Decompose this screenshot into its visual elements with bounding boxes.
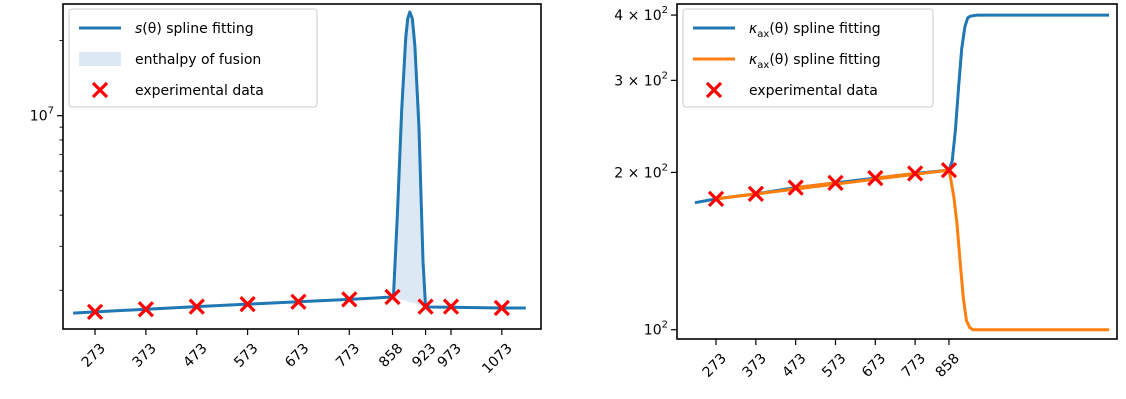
x-tick-label: 373 — [130, 341, 160, 371]
legend-label: enthalpy of fusion — [135, 52, 261, 68]
spline-segment-orange — [875, 172, 916, 180]
data-point-marker — [906, 165, 924, 182]
data-point-marker — [86, 303, 104, 320]
data-point-marker — [290, 293, 307, 310]
data-point-marker — [442, 298, 460, 315]
spline-segment-orange — [795, 181, 836, 190]
data-point-marker — [137, 301, 155, 318]
axes-frame — [676, 3, 1118, 340]
marker-stroke — [188, 298, 205, 315]
x-tick-label: 573 — [231, 341, 261, 371]
data-point-marker — [707, 190, 725, 207]
data-point-marker — [341, 291, 358, 308]
y-tick-label: 107 — [30, 106, 54, 125]
x-tick-label: 858 — [933, 351, 963, 381]
x-tick-label: 273 — [79, 341, 109, 371]
x-tick-label: 373 — [740, 351, 770, 381]
marker-stroke — [707, 190, 725, 207]
marker-stroke — [867, 170, 884, 187]
data-point-marker — [417, 298, 434, 315]
x-tick-label: 773 — [899, 351, 929, 381]
x-tick-label: 923 — [409, 341, 439, 371]
data-point-marker — [188, 298, 205, 315]
marker-stroke — [442, 298, 460, 315]
y-tick-label: 4 × 102 — [614, 5, 668, 24]
legend-label: experimental data — [135, 83, 264, 99]
marker-stroke — [787, 179, 804, 196]
marker-stroke — [940, 162, 958, 179]
marker-stroke — [906, 165, 924, 182]
spline-line-orange — [715, 168, 1110, 332]
data-point-marker — [239, 296, 256, 313]
legend-label: κax(θ) spline fitting — [749, 52, 881, 71]
legend: κax(θ) spline fitting κax(θ) spline fitti… — [682, 8, 934, 108]
right-plot: 4 × 102 3 × 102 2 × 102 102 273 373 473 573 673 7… — [614, 3, 1118, 381]
legend-label: experimental data — [749, 83, 878, 99]
y-tick-label: 3 × 102 — [614, 70, 668, 89]
x-tick-label: 473 — [180, 341, 210, 371]
x-tick-label: 473 — [779, 351, 809, 381]
marker-stroke — [384, 288, 401, 306]
x-tick-label: 1073 — [479, 341, 516, 378]
y-tick-label: 2 × 102 — [614, 162, 668, 181]
legend-marker-handle — [91, 81, 109, 99]
marker-stroke — [417, 298, 434, 315]
plot-area — [694, 13, 1110, 332]
data-point-marker — [940, 162, 958, 179]
legend: s(θ) spline fitting enthalpy of fusion exp… — [68, 8, 318, 108]
x-tick-label: 973 — [435, 341, 465, 371]
data-point-marker — [787, 179, 804, 196]
legend-fill-handle — [79, 52, 121, 66]
data-point-marker — [827, 174, 844, 191]
marker-stroke — [290, 293, 307, 310]
marker-stroke — [827, 174, 844, 191]
data-point-marker — [747, 185, 764, 202]
marker-stroke — [705, 81, 723, 99]
legend-box — [682, 8, 934, 108]
legend-label: s(θ) spline fitting — [135, 21, 254, 37]
x-tick-label: 673 — [859, 351, 889, 381]
data-point-marker — [384, 288, 401, 306]
legend-marker-handle — [705, 81, 723, 99]
x-tick-label: 573 — [819, 351, 849, 381]
marker-stroke — [137, 301, 155, 318]
x-tick-label: 673 — [282, 341, 312, 371]
marker-stroke — [91, 81, 109, 99]
marker-stroke — [86, 303, 104, 320]
legend-box — [68, 8, 318, 108]
marker-stroke — [747, 185, 764, 202]
data-point-marker — [493, 299, 510, 317]
x-tick-label: 273 — [700, 351, 730, 381]
marker-stroke — [239, 296, 256, 313]
x-tick-label: 858 — [376, 341, 406, 371]
legend-label: κax(θ) spline fitting — [749, 21, 881, 40]
axes-frame — [62, 3, 542, 330]
marker-stroke — [493, 299, 510, 317]
spline-segment-orange — [715, 192, 757, 201]
marker-stroke — [341, 291, 358, 308]
data-point-marker — [867, 170, 884, 187]
x-tick-label: 773 — [333, 341, 363, 371]
y-tick-label: 102 — [644, 320, 668, 339]
enthalpy-fill-area — [392, 12, 426, 307]
